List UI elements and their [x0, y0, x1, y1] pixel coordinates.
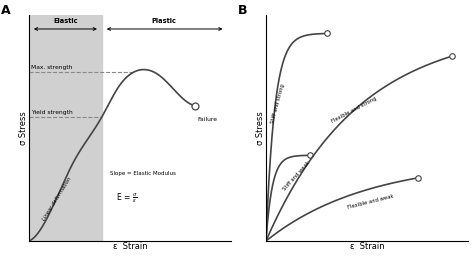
Text: Flexible and weak: Flexible and weak: [347, 193, 394, 209]
Text: Plastic: Plastic: [151, 19, 176, 24]
Bar: [29, 15, 102, 241]
Text: Slope = Elastic Modulus: Slope = Elastic Modulus: [110, 171, 176, 176]
Text: Elastic: Elastic: [53, 19, 78, 24]
Text: Linear deformation: Linear deformation: [41, 176, 72, 222]
Text: Max. strength: Max. strength: [31, 65, 73, 70]
Y-axis label: σ Stress: σ Stress: [255, 111, 264, 145]
Text: Stiff and strong: Stiff and strong: [270, 83, 285, 124]
Text: Yield strength: Yield strength: [31, 110, 73, 115]
X-axis label: ε  Strain: ε Strain: [350, 242, 384, 251]
Text: Failure: Failure: [197, 117, 217, 122]
Text: B: B: [237, 4, 247, 17]
Text: E = $\frac{\sigma}{\varepsilon}$: E = $\frac{\sigma}{\varepsilon}$: [116, 191, 137, 205]
Text: Stiff and weak: Stiff and weak: [282, 160, 311, 191]
Text: Flexible and strong: Flexible and strong: [331, 96, 378, 124]
X-axis label: ε  Strain: ε Strain: [113, 242, 147, 251]
Text: A: A: [0, 4, 10, 17]
Y-axis label: σ Stress: σ Stress: [18, 111, 27, 145]
